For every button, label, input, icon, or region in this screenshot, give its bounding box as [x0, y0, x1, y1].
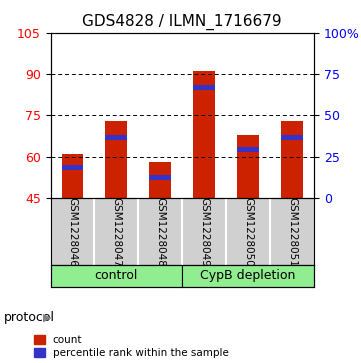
Bar [105, 135, 127, 140]
Bar [237, 135, 259, 198]
Text: CypB depletion: CypB depletion [200, 269, 296, 282]
Bar [149, 175, 171, 180]
Text: protocol: protocol [4, 311, 55, 324]
Text: GSM1228050: GSM1228050 [243, 197, 253, 266]
Bar [193, 71, 215, 198]
Bar [149, 162, 171, 198]
Text: GSM1228048: GSM1228048 [155, 197, 165, 266]
Text: ▶: ▶ [43, 313, 51, 323]
Bar [193, 85, 215, 90]
Bar [61, 165, 83, 170]
Text: control: control [95, 269, 138, 282]
Title: GDS4828 / ILMN_1716679: GDS4828 / ILMN_1716679 [83, 14, 282, 30]
Bar [281, 135, 303, 140]
Bar [182, 265, 314, 287]
Text: GSM1228047: GSM1228047 [112, 197, 121, 266]
Legend: count, percentile rank within the sample: count, percentile rank within the sample [34, 335, 229, 358]
Text: GSM1228046: GSM1228046 [68, 197, 78, 266]
Bar [105, 121, 127, 198]
Bar [281, 121, 303, 198]
Bar [237, 147, 259, 152]
Text: GSM1228049: GSM1228049 [199, 197, 209, 266]
Bar [51, 265, 182, 287]
Bar [61, 154, 83, 198]
Text: GSM1228051: GSM1228051 [287, 197, 297, 266]
